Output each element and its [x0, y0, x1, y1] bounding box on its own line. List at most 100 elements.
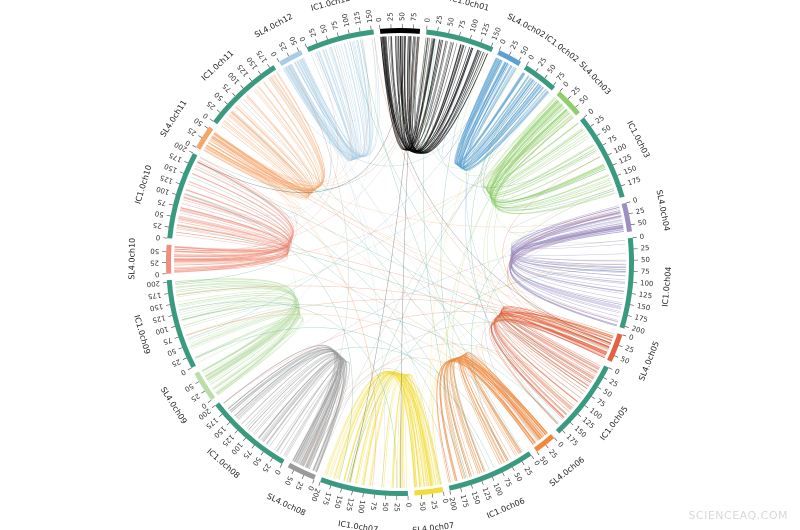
tick-label: 75 — [457, 19, 467, 30]
synteny-link — [190, 311, 300, 380]
tick-label: 25 — [537, 56, 549, 68]
synteny-link — [206, 96, 315, 194]
label-ic10ch12: IC1.0ch12 — [310, 0, 351, 13]
tick-label: 175 — [321, 491, 333, 506]
synteny-link — [403, 374, 426, 488]
synteny-link — [402, 374, 433, 488]
label-ic10ch06: IC1.0ch06 — [485, 496, 526, 520]
tick-mark — [628, 212, 633, 214]
cross-link — [290, 63, 349, 467]
synteny-link — [195, 317, 304, 396]
synteny-link — [401, 374, 423, 488]
tick-mark — [470, 34, 472, 39]
cross-link — [307, 343, 581, 469]
tick-mark — [326, 35, 328, 40]
tick-label: 0 — [200, 401, 208, 410]
synteny-link — [501, 308, 613, 380]
tick-label: 100 — [356, 499, 366, 513]
tick-label: 75 — [410, 12, 418, 21]
synteny-link — [461, 354, 545, 461]
tick-mark — [171, 326, 176, 328]
chromosome-ic10ch06 — [448, 451, 532, 491]
tick-label: 150 — [470, 490, 482, 505]
tick-mark — [459, 31, 461, 36]
tick-label: 25 — [435, 15, 444, 25]
synteny-link — [511, 207, 626, 262]
tick-mark — [617, 173, 622, 176]
tick-label: 100 — [491, 482, 504, 497]
synteny-link — [254, 354, 340, 463]
tick-label: 25 — [278, 40, 289, 52]
tick-label: 0 — [184, 138, 192, 147]
tick-mark — [627, 315, 632, 317]
tick-label: 175 — [634, 313, 649, 324]
cross-link — [486, 106, 586, 393]
synteny-link — [463, 354, 536, 454]
chromosome-ic10ch12 — [306, 29, 374, 53]
tick-mark — [521, 461, 525, 466]
synteny-link — [512, 229, 626, 273]
cross-link — [493, 115, 609, 350]
tick-mark — [536, 451, 540, 456]
cross-link — [430, 68, 518, 485]
tick-label: 175 — [147, 291, 161, 301]
chromosome-ic10ch03 — [580, 117, 625, 198]
label-sl40ch10: SL4.0ch10 — [127, 238, 137, 280]
label-ic10ch01: IC1.0ch01 — [449, 0, 490, 13]
tick-label: 50 — [283, 475, 294, 487]
tick-label: 50 — [193, 116, 205, 128]
tick-label: 25 — [522, 465, 533, 477]
cross-link — [231, 110, 523, 453]
tick-label: 50 — [601, 124, 613, 136]
cross-link — [240, 101, 559, 424]
tick-label: 125 — [151, 313, 166, 324]
tick-label: 25 — [152, 221, 162, 230]
tick-label: 0 — [499, 38, 508, 45]
tick-label: 0 — [527, 53, 536, 61]
tick-mark — [267, 64, 270, 68]
tick-mark — [184, 161, 189, 164]
tick-mark — [260, 451, 264, 456]
tick-mark — [179, 171, 184, 174]
chromosome-ic10ch04 — [619, 237, 634, 329]
chromosome-sl40ch06 — [533, 434, 555, 452]
tick-label: 25 — [547, 448, 559, 460]
tick-label: 200 — [631, 325, 646, 336]
cross-link — [184, 194, 353, 480]
synteny-link — [511, 209, 626, 270]
synteny-link — [404, 36, 447, 151]
tick-label: 25 — [189, 392, 201, 404]
tick-mark — [301, 475, 305, 480]
tick-label: 50 — [398, 12, 406, 21]
tick-mark — [518, 56, 522, 61]
tick-label: 25 — [635, 206, 645, 216]
tick-mark — [531, 455, 535, 460]
tick-mark — [471, 484, 473, 489]
tick-label: 50 — [381, 502, 390, 511]
tick-mark — [257, 70, 261, 75]
label-sl40ch02: SL4.0ch02 — [506, 12, 547, 40]
tick-mark — [526, 61, 529, 66]
cross-link — [186, 313, 539, 442]
tick-label: 100 — [155, 185, 170, 197]
tick-mark — [192, 145, 197, 148]
synteny-link — [183, 303, 298, 380]
synteny-link — [190, 313, 303, 396]
tick-label: 25 — [509, 39, 520, 51]
tick-label: 175 — [564, 433, 579, 448]
cross-link — [179, 301, 397, 488]
cross-link — [176, 285, 610, 348]
cross-link — [174, 250, 546, 435]
cross-link — [393, 374, 435, 488]
synteny-link — [258, 357, 347, 471]
synteny-link — [386, 36, 441, 151]
tick-label: 150 — [365, 9, 375, 23]
tick-label: 50 — [578, 94, 590, 106]
chromosome-sl40ch02 — [497, 50, 522, 67]
tick-mark — [449, 490, 451, 495]
tick-mark — [182, 357, 187, 360]
cross-link — [197, 161, 490, 470]
chromosome-ic10ch07 — [320, 477, 409, 496]
tick-label: 0 — [375, 17, 383, 22]
chromosome-sl40ch09 — [194, 371, 216, 401]
